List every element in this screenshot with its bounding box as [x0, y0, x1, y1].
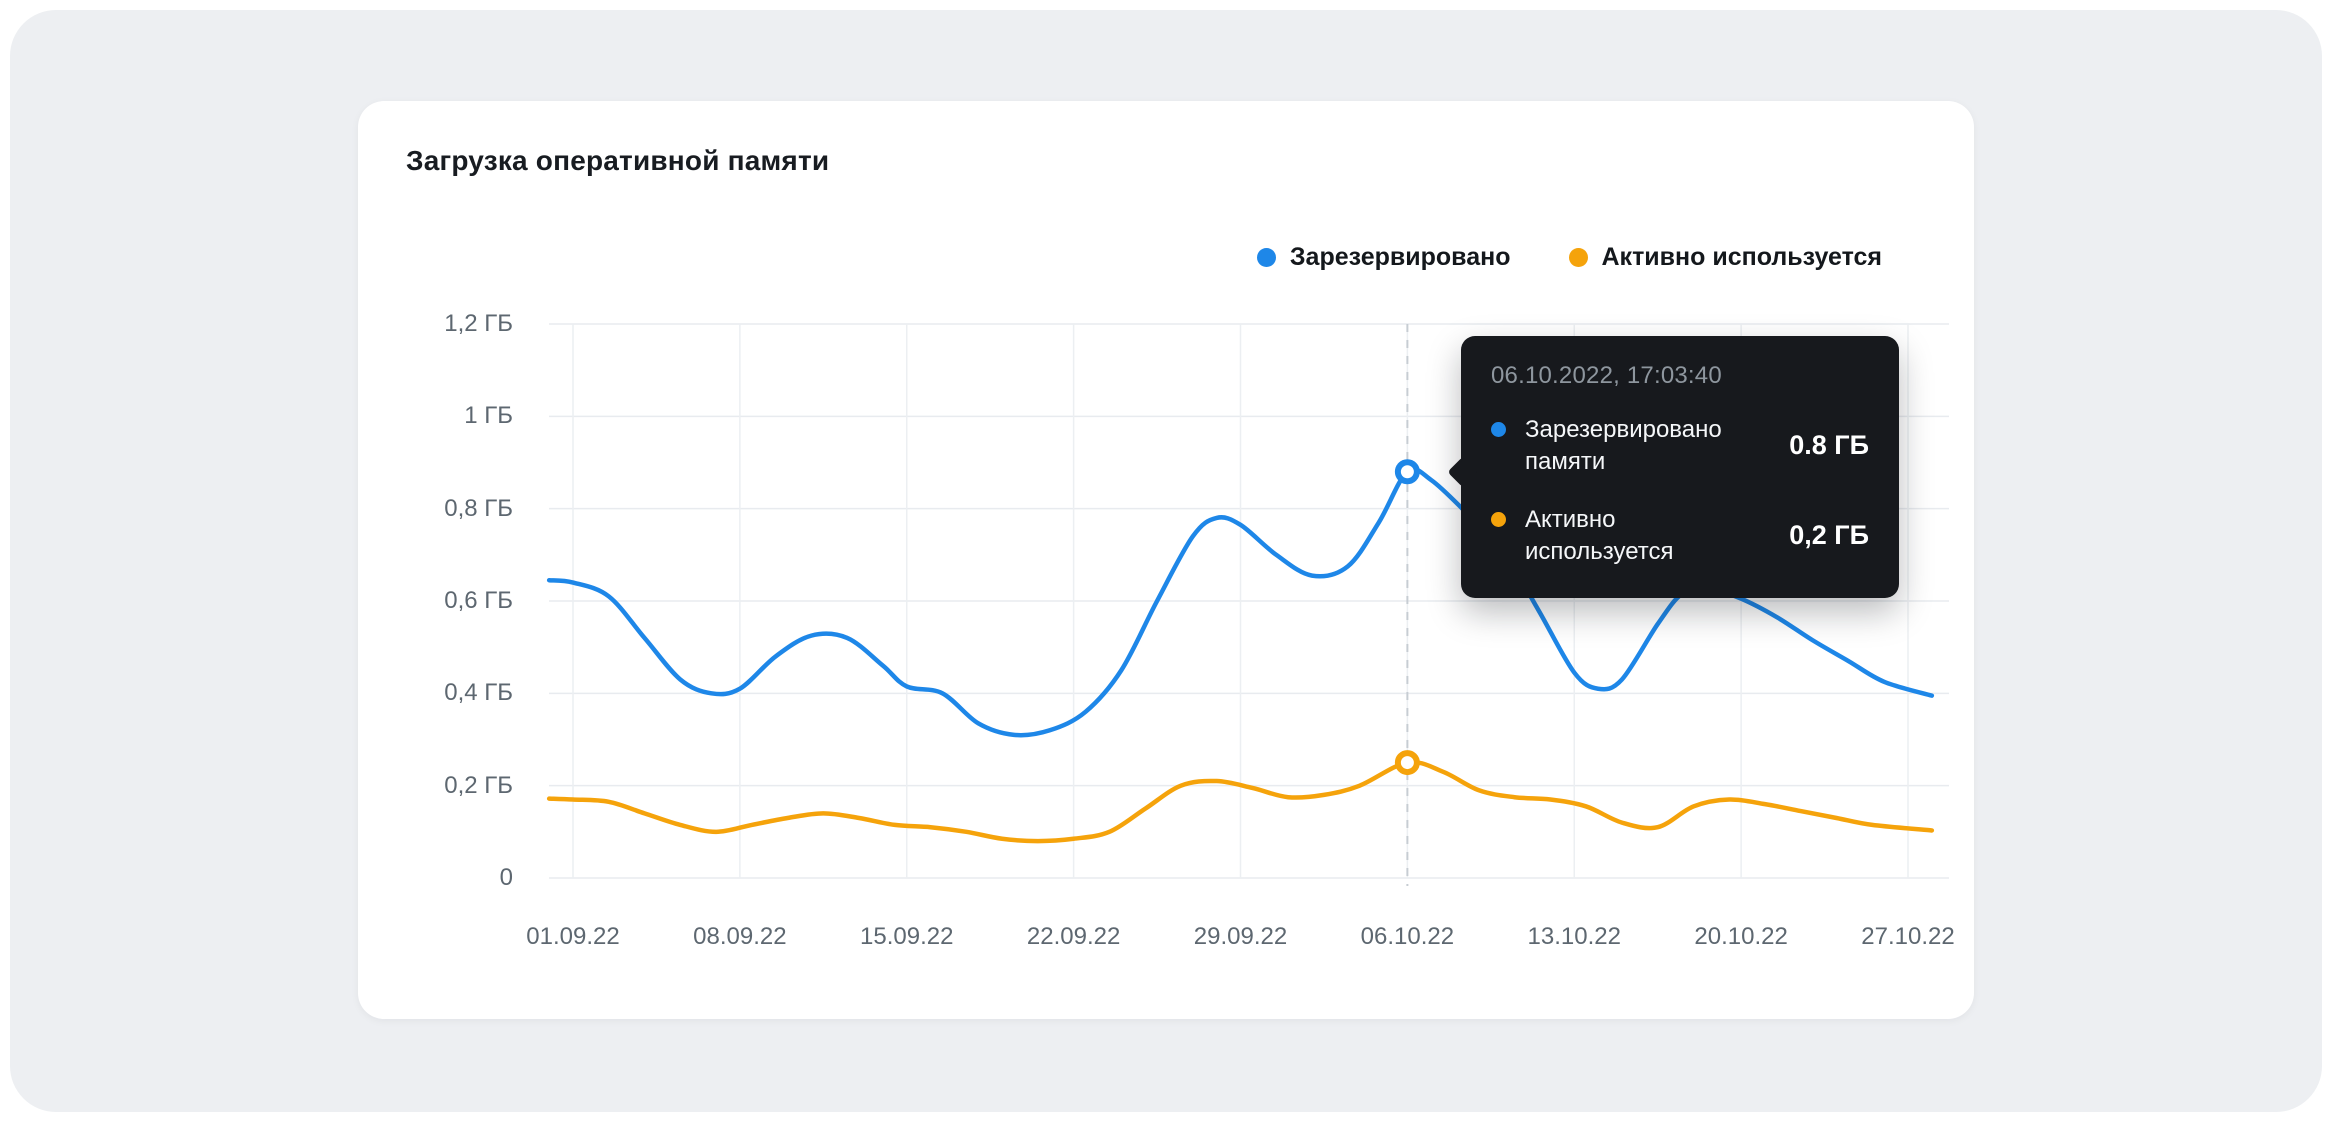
active-series-dot-icon: [1491, 511, 1506, 527]
legend-item-label: Зарезервировано: [1289, 243, 1511, 271]
legend-item-label: Активно используется: [1601, 243, 1883, 271]
reserved-series-dot-icon: [1256, 248, 1276, 267]
tooltip-timestamp: 06.10.2022, 17:03:40: [1491, 362, 1722, 389]
y-axis-tick-label: 0: [499, 864, 513, 891]
tooltip-series-label: Активно используется: [1525, 505, 1674, 565]
x-axis-tick-label: 15.09.22: [860, 923, 954, 950]
y-axis-tick-label: 1 ГБ: [464, 402, 513, 430]
line-chart[interactable]: 06.10.2022, 17:03:40 Зарезервировано пам…: [358, 101, 1974, 1019]
legend-item-reserved[interactable]: Зарезервировано: [1256, 243, 1511, 272]
page-background: Загрузка оперативной памяти Зарезервиров…: [10, 10, 2322, 1112]
tooltip-row-reserved: Зарезервировано памяти 0.8 ГБ: [1491, 414, 1869, 478]
reserved-series-dot-icon: [1491, 422, 1506, 437]
y-axis-tick-label: 0,2 ГБ: [444, 771, 513, 799]
legend-item-active[interactable]: Активно используется: [1568, 243, 1883, 272]
x-axis-tick-label: 08.09.22: [693, 923, 787, 950]
y-axis-tick-label: 0,6 ГБ: [444, 587, 513, 614]
tooltip-row-active: Активно используется 0,2 ГБ: [1491, 504, 1869, 568]
chart-title: Загрузка оперативной памяти: [406, 145, 830, 176]
tooltip-series-value: 0.8 ГБ: [1789, 430, 1869, 461]
chart-legend: Зарезервировано Активно используется: [1256, 243, 1883, 272]
x-axis-tick-label: 01.09.22: [526, 923, 620, 950]
tooltip-series-value: 0,2 ГБ: [1789, 520, 1869, 551]
y-axis-tick-label: 0,4 ГБ: [444, 679, 513, 707]
x-axis-tick-label: 22.09.22: [1026, 923, 1121, 950]
x-axis-tick-label: 29.09.22: [1193, 923, 1288, 950]
y-axis-tick-label: 1,2 ГБ: [444, 310, 513, 337]
memory-usage-card: Загрузка оперативной памяти Зарезервиров…: [358, 101, 1974, 1019]
y-axis-tick-label: 0,8 ГБ: [444, 494, 513, 522]
chart-tooltip: 06.10.2022, 17:03:40 Зарезервировано пам…: [1447, 336, 1899, 598]
active-series-dot-icon: [1568, 248, 1588, 267]
x-axis-tick-label: 13.10.22: [1527, 923, 1621, 950]
tooltip-series-label: Зарезервировано памяти: [1525, 416, 1722, 475]
x-axis-tick-label: 20.10.22: [1694, 923, 1788, 950]
x-axis-tick-label: 06.10.22: [1360, 923, 1455, 950]
x-axis-tick-label: 27.10.22: [1861, 923, 1955, 950]
